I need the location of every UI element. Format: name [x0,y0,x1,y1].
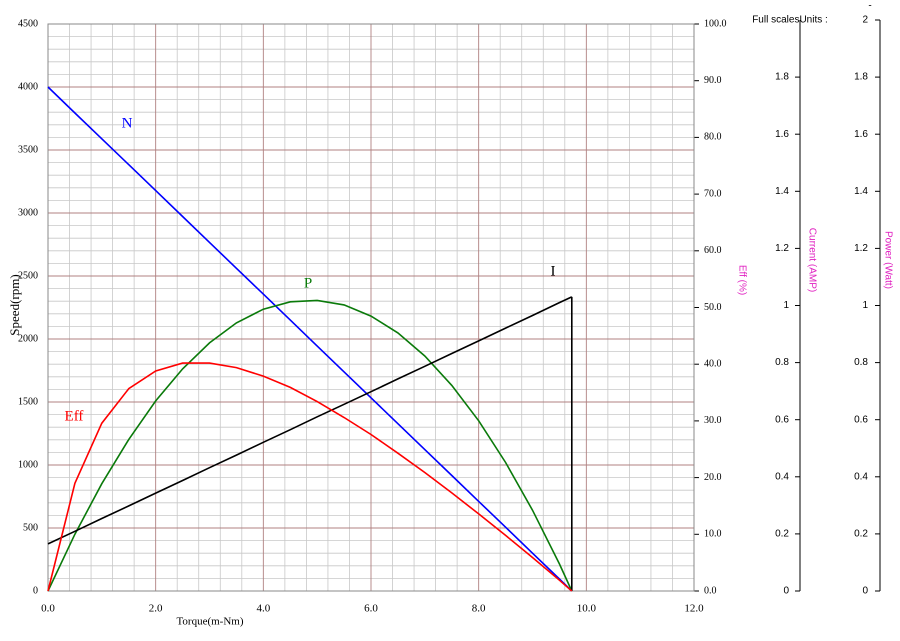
y3-header: Full scalesUnits : [752,15,828,26]
y2-tick-label: 100.0 [704,18,727,29]
y-tick-label: 500 [23,522,38,533]
x-tick-label: 10.0 [577,603,597,615]
plot-frame [47,23,695,592]
y4-tick-label: 0.8 [854,357,868,368]
y2-tick-label: 90.0 [704,75,722,86]
y-tick-label: 0 [33,585,38,596]
y3-tick-label: 1.2 [775,243,789,254]
y4-tick-label: 0.4 [854,471,868,482]
y4-tick-label: 2 [862,15,868,26]
y3-tick-label: 0.8 [775,357,789,368]
x-tick-label: 12.0 [684,603,704,615]
y3-axis-title: Current (AMP) [806,228,817,292]
y4-tick-label: 0.6 [854,414,868,425]
y-tick-label: 1500 [18,396,38,407]
x-tick-label: 6.0 [364,603,378,615]
y2-tick-label: 20.0 [704,472,722,483]
series-label: P [304,275,312,291]
y2-tick-label: 0.0 [704,585,717,596]
y4-header: - [868,1,871,12]
x-axis-title: Torque(m-Nm) [176,616,243,628]
y4-axis-title: Power (Watt) [882,231,893,289]
y3-tick-label: 0.4 [775,471,789,482]
y4-tick-label: 1 [862,300,868,311]
y-tick-label: 2500 [18,270,38,281]
series-line [47,299,573,592]
y2-tick-label: 40.0 [704,358,722,369]
x-tick-label: 4.0 [256,603,270,615]
y-tick-label: 3000 [18,207,38,218]
y2-tick-label: 50.0 [704,302,722,313]
series-line [47,296,573,545]
y3-tick-label: 0 [783,586,789,597]
y2-tick-label: 30.0 [704,415,722,426]
y4-tick-label: 1.4 [854,186,868,197]
series-line [47,86,573,592]
y4-tick-label: 1.6 [854,129,868,140]
x-tick-label: 2.0 [149,603,163,615]
series-line [47,362,573,592]
x-tick-label: 8.0 [472,603,486,615]
x-tick-label: 0.0 [41,603,55,615]
y2-axis-title: Eff (%) [736,265,747,295]
y-tick-label: 1000 [18,459,38,470]
y2-tick-label: 60.0 [704,245,722,256]
y3-tick-label: 1.6 [775,129,789,140]
y2-tick-label: 10.0 [704,529,722,540]
y2-tick-label: 70.0 [704,188,722,199]
y-tick-label: 3500 [18,144,38,155]
y-tick-label: 2000 [18,333,38,344]
y3-tick-label: 1 [783,300,789,311]
y3-tick-label: 0.2 [775,529,789,540]
y4-tick-label: 1.8 [854,72,868,83]
y4-tick-label: 1.2 [854,243,868,254]
y2-tick-label: 80.0 [704,132,722,143]
y3-tick-label: 0.6 [775,414,789,425]
y4-tick-label: 0 [862,586,868,597]
y3-tick-label: 1.8 [775,72,789,83]
y3-tick-label: 1.4 [775,186,789,197]
series-label: N [122,115,133,131]
y-tick-label: 4000 [18,81,38,92]
series-label: I [551,263,556,279]
series-label: Eff [65,408,84,424]
y4-tick-label: 0.2 [854,529,868,540]
y-axis-title: Speed(rpm) [7,274,22,335]
y-tick-label: 4500 [18,18,38,29]
